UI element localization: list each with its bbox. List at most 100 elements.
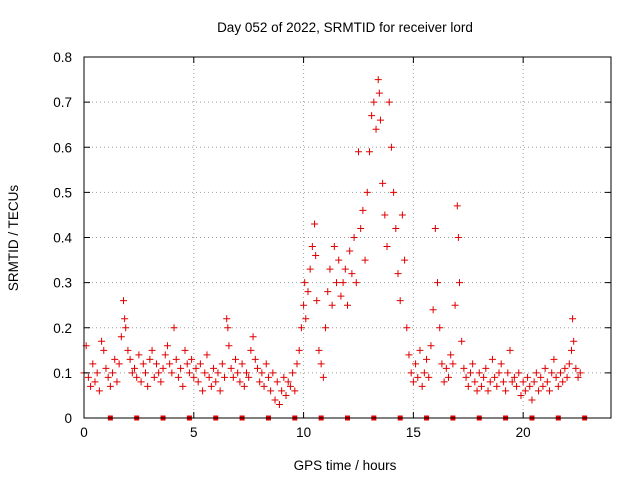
data-point: [427, 342, 435, 350]
data-point: [535, 387, 543, 395]
data-point: [242, 369, 250, 377]
data-point: [554, 382, 562, 390]
data-point: [493, 382, 501, 390]
data-point: [543, 378, 551, 386]
data-point: [552, 373, 560, 381]
data-point: [260, 382, 268, 390]
data-point: [284, 378, 292, 386]
data-point: [344, 301, 351, 309]
data-point: [159, 364, 167, 372]
data-point: [339, 279, 347, 287]
data-point: [218, 360, 226, 368]
data-point: [486, 378, 494, 386]
data-point: [387, 143, 395, 151]
data-point: [315, 346, 323, 354]
data-point: [363, 188, 371, 196]
data-point: [286, 382, 294, 390]
data-point: [451, 301, 459, 309]
data-point: [295, 346, 303, 354]
data-point: [238, 360, 246, 368]
data-point: [172, 355, 180, 363]
plot-frame: [83, 56, 612, 419]
data-point: [396, 297, 404, 305]
data-point: [458, 337, 466, 345]
data-point: [106, 382, 114, 390]
data-point: [258, 369, 266, 377]
data-point: [221, 373, 229, 381]
data-point: [462, 373, 470, 381]
data-point: [326, 265, 334, 273]
data-point: [312, 252, 320, 260]
data-point: [236, 378, 244, 386]
data-point: [271, 396, 279, 404]
data-point: [354, 148, 362, 156]
data-point: [240, 382, 248, 390]
data-point: [196, 360, 204, 368]
data-point: [100, 346, 108, 354]
data-point: [530, 378, 538, 386]
data-point: [365, 148, 373, 156]
data-point: [216, 387, 224, 395]
data-point: [313, 297, 321, 305]
data-point: [495, 369, 503, 377]
data-point: [190, 373, 198, 381]
data-point: [102, 364, 110, 372]
data-point: [174, 373, 182, 381]
data-point: [185, 369, 193, 377]
data-point: [330, 243, 338, 251]
data-point: [121, 315, 129, 323]
data-point: [401, 256, 409, 264]
x-tick-label: 15: [406, 425, 421, 440]
data-point: [447, 351, 455, 359]
data-point: [124, 346, 132, 354]
data-point: [192, 364, 200, 372]
data-point: [109, 369, 117, 377]
data-point: [278, 387, 286, 395]
data-point: [203, 351, 211, 359]
y-tick-label: 0.1: [53, 366, 72, 381]
data-point: [561, 364, 569, 372]
data-point: [302, 315, 310, 323]
y-tick-label: 0.8: [53, 50, 72, 65]
data-point: [317, 360, 325, 368]
data-point: [375, 89, 383, 97]
data-point: [416, 346, 424, 354]
data-point: [383, 243, 391, 251]
data-point: [423, 355, 431, 363]
data-point: [477, 382, 485, 390]
data-point: [275, 400, 283, 408]
data-point: [128, 369, 136, 377]
data-point: [491, 373, 499, 381]
data-point: [469, 360, 477, 368]
data-point: [376, 116, 384, 124]
data-point: [418, 382, 426, 390]
data-point: [300, 301, 308, 309]
data-point: [517, 391, 525, 399]
data-point: [297, 324, 305, 332]
data-point: [361, 256, 369, 264]
data-point: [267, 387, 275, 395]
data-point: [122, 324, 130, 332]
data-point: [201, 369, 209, 377]
data-point: [95, 387, 103, 395]
data-point: [256, 378, 264, 386]
y-tick-label: 0.6: [53, 140, 72, 155]
data-point: [301, 279, 309, 287]
data-point: [414, 373, 422, 381]
data-point: [87, 382, 95, 390]
x-tick-labels: 0 5 10 15 20: [80, 425, 530, 440]
data-point: [442, 364, 450, 372]
data-point: [324, 288, 332, 296]
data-point: [328, 301, 336, 309]
data-point: [436, 324, 444, 332]
y-tick-label: 0.4: [53, 231, 72, 246]
data-point: [359, 206, 367, 214]
data-point: [348, 270, 356, 278]
data-point: [368, 112, 376, 120]
data-point: [484, 387, 492, 395]
data-point: [322, 324, 330, 332]
data-point: [482, 364, 490, 372]
data-point: [333, 279, 341, 287]
data-point: [183, 360, 191, 368]
